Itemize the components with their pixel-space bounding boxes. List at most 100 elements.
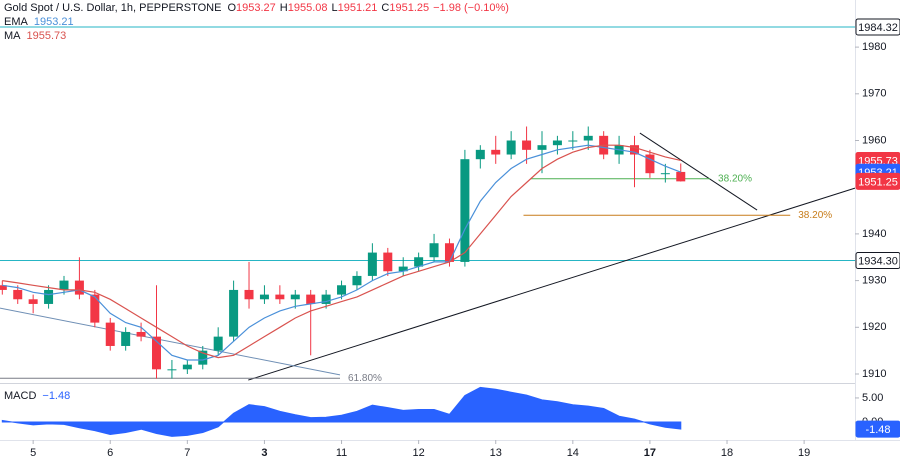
candle-body	[306, 294, 316, 304]
ohlc-label: L	[332, 2, 338, 14]
x-tick-label: 3	[261, 447, 267, 459]
legend-entry: MACD −1.48	[4, 390, 70, 402]
candle-body	[444, 243, 454, 262]
price-tag-box	[855, 18, 900, 36]
legend-value: 1953.21	[34, 16, 74, 28]
indicator-line	[2, 144, 681, 359]
y-tick-label: 1940	[862, 228, 886, 240]
x-tick-label: 17	[644, 447, 656, 459]
candle-body	[167, 369, 177, 371]
ohlc-label: H	[280, 2, 288, 14]
candle-body	[429, 243, 439, 258]
ohlc-value: 1951.25	[389, 2, 429, 14]
candle-body	[583, 135, 593, 141]
candle-body	[676, 171, 686, 182]
candle-body	[522, 140, 532, 150]
price-tag-box	[855, 420, 900, 438]
x-tick-label: 13	[490, 447, 502, 459]
price-tag-box	[855, 172, 900, 190]
legend-name: MACD	[4, 390, 36, 402]
candle-body	[259, 294, 269, 300]
x-tick-label: 7	[184, 447, 190, 459]
x-tick-label: 14	[567, 447, 579, 459]
candle-body	[660, 173, 670, 175]
x-tick-label: 5	[30, 447, 36, 459]
indicator-line	[2, 144, 682, 361]
candle-body	[352, 275, 362, 286]
x-tick-label: 19	[798, 447, 810, 459]
candle-body	[244, 289, 254, 300]
price-tag-label: 1934.30	[858, 255, 898, 267]
x-tick-label: 6	[107, 447, 113, 459]
candle-body	[645, 154, 655, 174]
legend-name: MA	[4, 30, 21, 42]
candle-body	[229, 289, 239, 337]
x-tick-label: 11	[336, 447, 347, 459]
drawing-label: 38.20%	[718, 173, 752, 184]
candle-body	[44, 289, 54, 304]
drawing-label: 61.80%	[348, 373, 382, 384]
drawing-line	[639, 132, 758, 211]
price-tag-label: 1951.25	[858, 176, 898, 188]
candle-body	[414, 257, 424, 267]
legend-value: −1.48	[42, 390, 70, 402]
candle-body	[152, 336, 162, 370]
candle-body	[90, 294, 100, 323]
candle-body	[59, 280, 69, 290]
chart-title: Gold Spot / U.S. Dollar, 1h, PEPPERSTONE	[4, 2, 221, 14]
candle-body	[383, 252, 393, 272]
candle-body	[491, 149, 501, 155]
candle-body	[213, 336, 223, 351]
price-tag-box	[855, 252, 900, 270]
drawing-label: 38.20%	[798, 210, 832, 221]
ohlc-value: 1955.08	[288, 2, 328, 14]
y-tick-label: 1910	[862, 368, 886, 380]
legend-value: 1955.73	[27, 30, 67, 42]
candle-body	[136, 331, 146, 337]
legend-entry: EMA 1953.21	[4, 16, 74, 28]
candle-body	[290, 294, 300, 300]
candle-body	[460, 159, 470, 262]
price-tag-label: 1984.32	[858, 22, 898, 34]
y-tick-label: 1960	[862, 134, 886, 146]
candle-body	[321, 294, 331, 304]
candle-body	[74, 280, 84, 295]
candle-body	[121, 331, 131, 346]
legend-entry: MA 1955.73	[4, 30, 66, 42]
candle-body	[337, 285, 347, 295]
candle-body	[552, 140, 562, 146]
candle-body	[13, 289, 23, 300]
candle-body	[0, 285, 7, 290]
candle-body	[568, 140, 578, 142]
change: −1.98 (−0.10%)	[433, 2, 509, 14]
header: Gold Spot / U.S. Dollar, 1h, PEPPERSTONE…	[4, 2, 509, 14]
candle-body	[28, 299, 38, 304]
candle-body	[367, 252, 377, 276]
price-tag-label: -1.48	[865, 424, 890, 436]
candle-body	[182, 364, 192, 370]
macd-area	[1, 386, 682, 437]
ohlc-label: C	[381, 2, 389, 14]
candle-body	[506, 140, 516, 155]
candle-body	[398, 266, 408, 272]
ohlc-value: 1953.27	[236, 2, 276, 14]
y-tick-label: 1980	[862, 41, 886, 53]
drawing-line	[0, 307, 341, 376]
drawing-line	[248, 187, 856, 381]
y-tick-label: 1920	[862, 321, 886, 333]
candle-body	[275, 294, 285, 300]
candle-body	[198, 350, 208, 365]
y-tick-label: 1930	[862, 275, 886, 287]
y-tick-label: 5.00	[862, 392, 883, 404]
y-tick-label: 1970	[862, 88, 886, 100]
legend-name: EMA	[4, 16, 29, 28]
x-tick-label: 12	[413, 447, 425, 459]
candle-body	[630, 145, 640, 155]
candle-body	[475, 149, 485, 160]
candle-body	[537, 145, 547, 150]
x-tick-label: 18	[721, 447, 733, 459]
ohlc-label: O	[227, 2, 236, 14]
ohlc-value: 1951.21	[338, 2, 378, 14]
candle-body	[105, 322, 115, 346]
